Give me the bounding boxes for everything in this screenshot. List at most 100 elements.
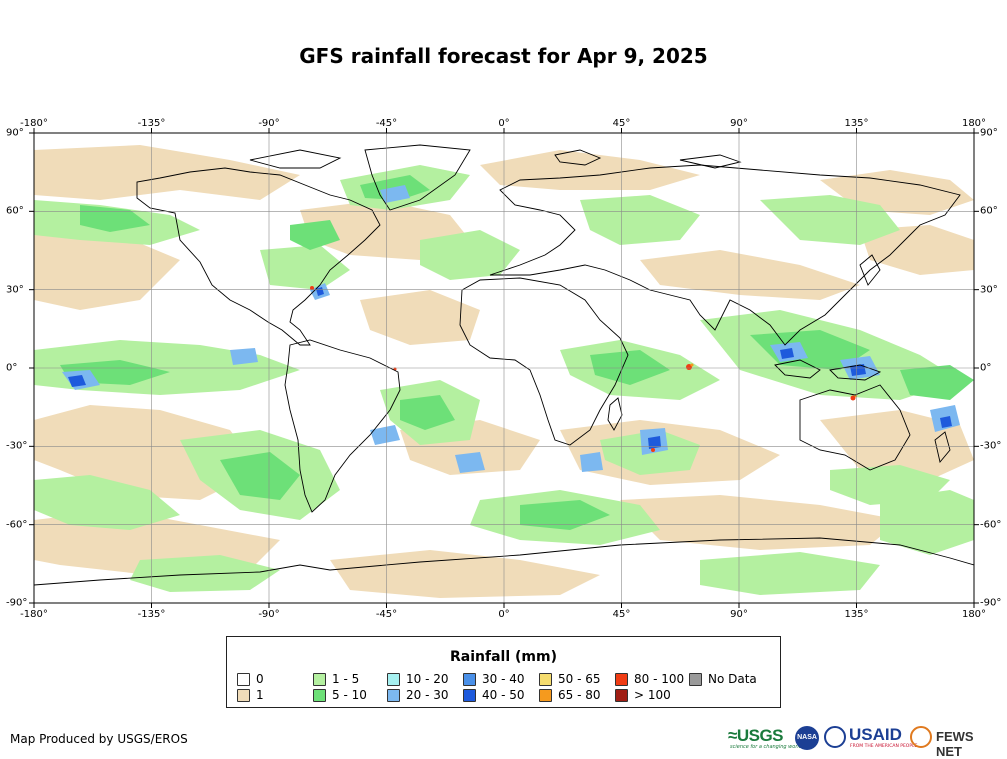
- graticule: [34, 133, 974, 603]
- coastlines: [34, 144, 974, 586]
- lon-tick-label-bottom: 135°: [844, 609, 869, 620]
- legend-label: 10 - 20: [406, 672, 449, 686]
- legend-item: No Data: [689, 673, 757, 686]
- lat-tick-label-left: 60°: [6, 205, 24, 217]
- lon-tick-label-bottom: 180°: [961, 609, 987, 620]
- lat-tick-label-right: 60°: [980, 205, 998, 217]
- legend-item: 80 - 100: [615, 673, 684, 686]
- partner-logos: ≈USGS science for a changing world NASA …: [728, 724, 1000, 759]
- greenland-outline: [364, 144, 471, 211]
- rainfall-field: [34, 144, 974, 598]
- new-zealand-outline: [934, 431, 951, 463]
- lat-tick-label-right: -60°: [980, 519, 1002, 531]
- eurasia-outline: [489, 164, 961, 346]
- lon-tick-label-top: 45°: [612, 118, 631, 129]
- lat-tick-label-right: 90°: [980, 127, 998, 139]
- legend: Rainfall (mm) 0 1 1 - 5 5 - 10 10 - 20 20 - 3…: [226, 636, 781, 708]
- usaid-seal-icon: [824, 726, 846, 748]
- south-america-outline: [284, 339, 401, 513]
- legend-item: 10 - 20: [387, 673, 449, 686]
- lat-tick-label-right: 0°: [980, 362, 992, 374]
- legend-label: 5 - 10: [332, 688, 367, 702]
- lat-tick-label-left: -60°: [6, 519, 28, 531]
- legend-swatch: [237, 673, 250, 686]
- japan-outline: [859, 254, 881, 286]
- lon-tick-label-bottom: -135°: [137, 609, 166, 620]
- lon-tick-label-top: -45°: [375, 118, 398, 129]
- lon-tick-label-top: 180°: [961, 118, 987, 129]
- legend-label: 80 - 100: [634, 672, 685, 686]
- lon-tick-label-bottom: 0°: [498, 609, 510, 620]
- legend-label: 1: [256, 688, 264, 702]
- legend-item: 30 - 40: [463, 673, 525, 686]
- legend-swatch: [313, 689, 326, 702]
- lon-tick-label-bottom: 45°: [612, 609, 631, 620]
- legend-label: 40 - 50: [482, 688, 525, 702]
- lat-tick-label-left: -90°: [6, 597, 28, 609]
- madagascar-outline: [607, 397, 623, 431]
- antarctica-outline: [34, 537, 974, 586]
- lat-tick-label-right: 30°: [980, 284, 998, 296]
- legend-swatch: [539, 689, 552, 702]
- rainfall-map: -180° -180° -135° -135° -90° -90° -45° -45° 0° 0°…: [6, 118, 1002, 620]
- lon-tick-label-top: -180°: [20, 118, 48, 129]
- map-title: GFS rainfall forecast for Apr 9, 2025: [299, 44, 708, 68]
- legend-label: 50 - 65: [558, 672, 601, 686]
- lon-tick-label-bottom: -180°: [20, 609, 48, 620]
- legend-item: 50 - 65: [539, 673, 601, 686]
- lat-tick-label-left: 0°: [6, 362, 18, 374]
- legend-label: No Data: [708, 672, 757, 686]
- legend-swatch: [463, 689, 476, 702]
- legend-item: 20 - 30: [387, 689, 449, 702]
- lat-tick-label-right: -90°: [980, 597, 1002, 609]
- lon-tick-label-top: 135°: [844, 118, 869, 129]
- legend-item: 0: [237, 673, 264, 686]
- map-svg: [29, 128, 979, 608]
- fews-net-logo: FEWS NET: [936, 729, 974, 759]
- legend-swatch: [615, 689, 628, 702]
- legend-item: 65 - 80: [539, 689, 601, 702]
- usgs-logo: ≈USGS: [728, 726, 784, 745]
- legend-label: > 100: [634, 688, 671, 702]
- legend-label: 0: [256, 672, 264, 686]
- credit-text: Map Produced by USGS/EROS: [10, 732, 188, 746]
- legend-item: > 100: [615, 689, 671, 702]
- lat-tick-label-left: 30°: [6, 284, 24, 296]
- africa-outline: [459, 277, 629, 446]
- lon-tick-label-top: 0°: [498, 118, 510, 129]
- nasa-logo: NASA: [795, 726, 819, 750]
- legend-swatch: [387, 689, 400, 702]
- legend-item: 5 - 10: [313, 689, 367, 702]
- indonesia-outline: [774, 359, 882, 381]
- legend-label: 65 - 80: [558, 688, 601, 702]
- lon-tick-label-top: -90°: [258, 118, 280, 129]
- usgs-tagline: science for a changing world: [730, 744, 802, 750]
- lat-tick-label-left: -30°: [6, 440, 28, 452]
- legend-swatch: [539, 673, 552, 686]
- legend-title: Rainfall (mm): [450, 649, 557, 665]
- north-america-outline: [136, 167, 381, 346]
- arctic-islands-outline: [249, 149, 742, 169]
- lat-tick-label-right: -30°: [980, 440, 1002, 452]
- lon-tick-label-bottom: 90°: [730, 609, 748, 620]
- australia-outline: [799, 384, 911, 471]
- usaid-tagline: FROM THE AMERICAN PEOPLE: [850, 744, 918, 749]
- usaid-logo: USAID: [849, 725, 902, 744]
- legend-swatch: [615, 673, 628, 686]
- legend-swatch: [689, 673, 702, 686]
- legend-label: 20 - 30: [406, 688, 449, 702]
- lon-tick-label-top: 90°: [730, 118, 748, 129]
- tick-marks: [29, 128, 979, 608]
- lon-tick-label-bottom: -90°: [258, 609, 280, 620]
- legend-item: 40 - 50: [463, 689, 525, 702]
- legend-item: 1 - 5: [313, 673, 359, 686]
- fews-net-icon: [910, 726, 932, 748]
- legend-label: 30 - 40: [482, 672, 525, 686]
- legend-label: 1 - 5: [332, 672, 360, 686]
- lon-tick-label-top: -135°: [137, 118, 166, 129]
- legend-swatch: [237, 689, 250, 702]
- lon-tick-label-bottom: -45°: [375, 609, 398, 620]
- legend-swatch: [313, 673, 326, 686]
- legend-swatch: [387, 673, 400, 686]
- legend-item: 1: [237, 689, 264, 702]
